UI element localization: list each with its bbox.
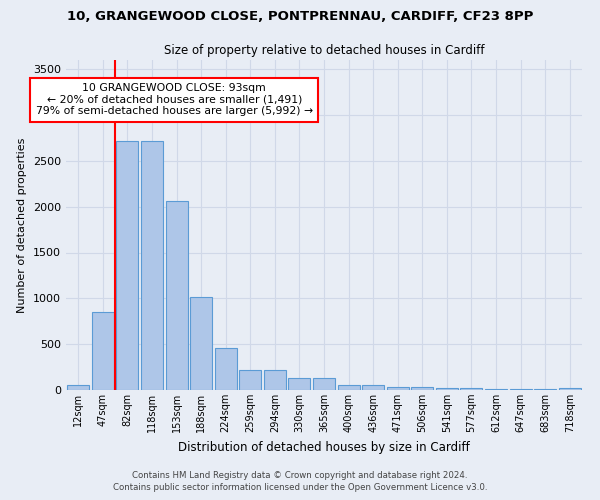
Bar <box>92 312 114 390</box>
Y-axis label: Number of detached properties: Number of detached properties <box>17 138 28 312</box>
Bar <box>411 387 433 390</box>
Bar <box>264 370 286 390</box>
Bar <box>116 140 139 390</box>
Bar <box>141 140 163 390</box>
Bar <box>362 385 384 390</box>
Title: Size of property relative to detached houses in Cardiff: Size of property relative to detached ho… <box>164 44 484 58</box>
Bar <box>67 385 89 390</box>
Bar <box>485 388 507 390</box>
Bar <box>239 370 262 390</box>
Bar <box>534 389 556 390</box>
Text: Contains HM Land Registry data © Crown copyright and database right 2024.
Contai: Contains HM Land Registry data © Crown c… <box>113 471 487 492</box>
Bar <box>190 298 212 390</box>
Bar <box>509 389 532 390</box>
Text: 10, GRANGEWOOD CLOSE, PONTPRENNAU, CARDIFF, CF23 8PP: 10, GRANGEWOOD CLOSE, PONTPRENNAU, CARDI… <box>67 10 533 23</box>
Bar <box>289 378 310 390</box>
Text: 10 GRANGEWOOD CLOSE: 93sqm
← 20% of detached houses are smaller (1,491)
79% of s: 10 GRANGEWOOD CLOSE: 93sqm ← 20% of deta… <box>36 83 313 116</box>
Bar <box>338 384 359 390</box>
X-axis label: Distribution of detached houses by size in Cardiff: Distribution of detached houses by size … <box>178 440 470 454</box>
Bar <box>386 387 409 390</box>
Bar <box>215 348 237 390</box>
Bar <box>559 388 581 390</box>
Bar <box>436 388 458 390</box>
Bar <box>166 201 188 390</box>
Bar <box>460 388 482 390</box>
Bar <box>313 378 335 390</box>
